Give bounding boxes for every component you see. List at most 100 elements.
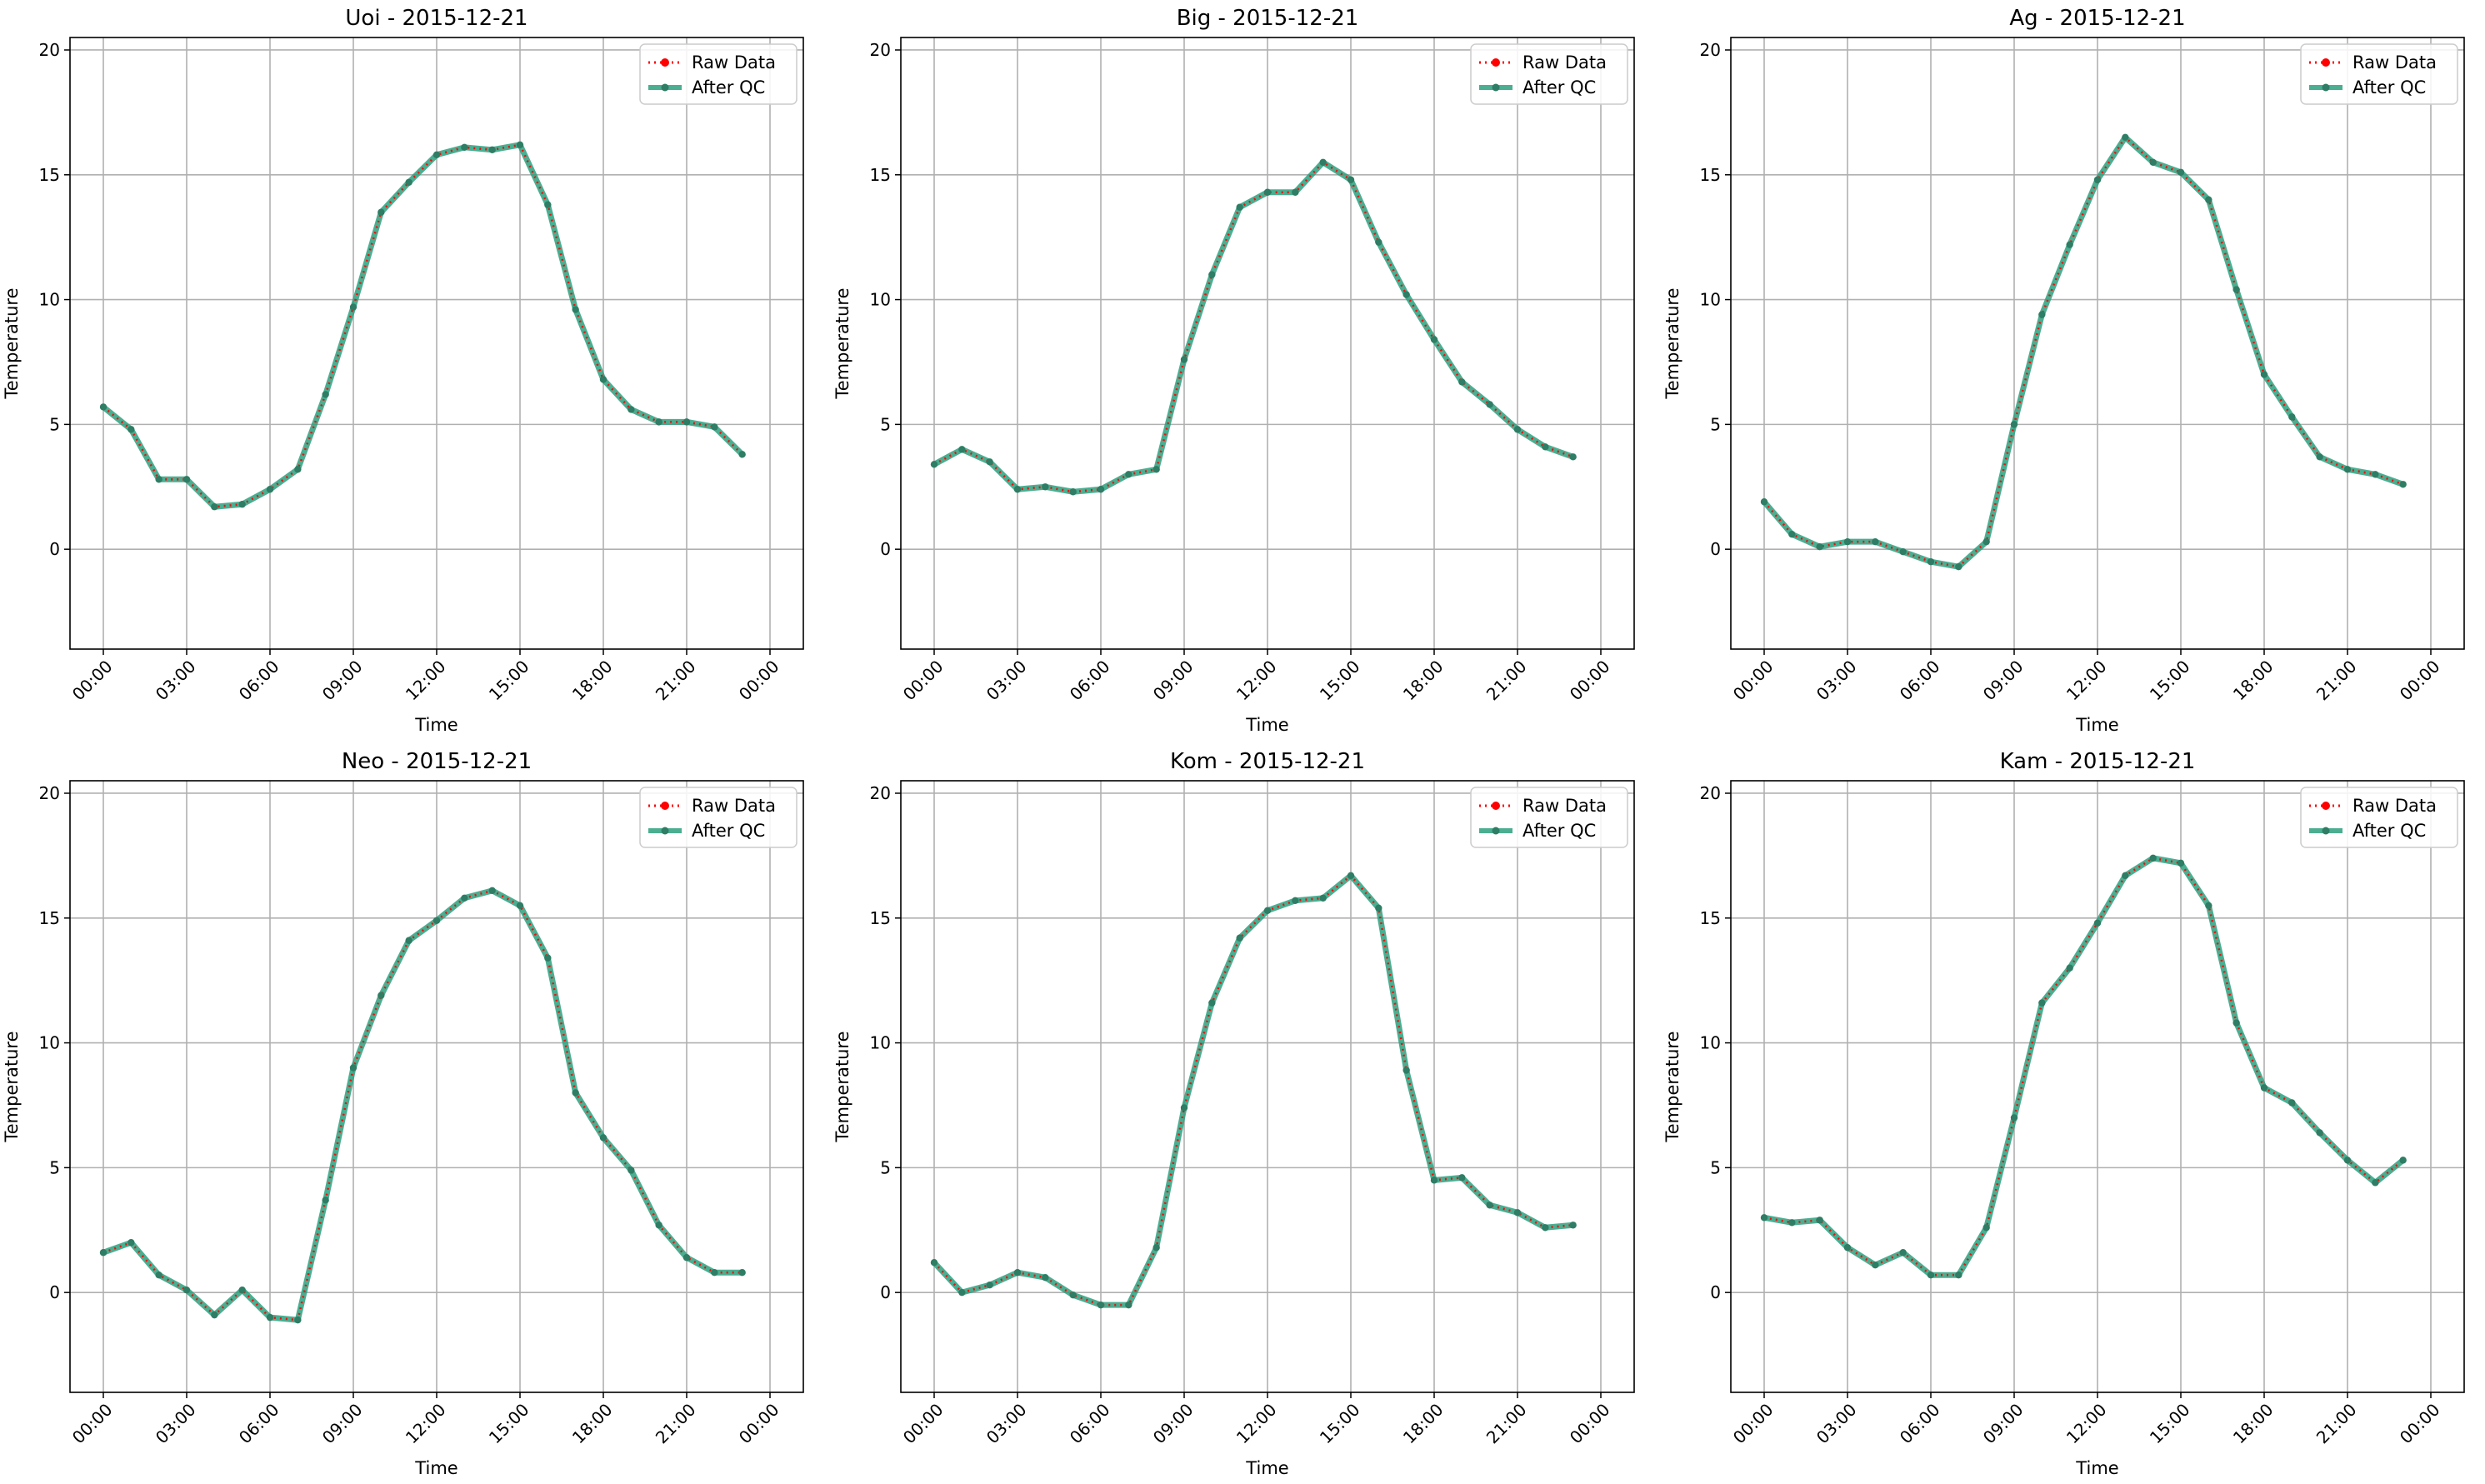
legend-label-after-qc: After QC	[1522, 77, 1596, 97]
data-point	[1069, 1291, 1077, 1299]
data-point	[1927, 1271, 1935, 1279]
data-point	[2177, 168, 2185, 176]
data-point	[1816, 542, 1823, 551]
x-tick-label: 15:00	[1316, 657, 1364, 705]
data-point	[266, 1313, 274, 1322]
legend-marker-raw-data	[2322, 802, 2330, 810]
y-tick-label: 0	[49, 539, 60, 559]
x-tick-label: 15:00	[485, 1400, 533, 1448]
data-point	[349, 303, 358, 311]
data-point	[1955, 562, 1962, 571]
data-point	[1180, 356, 1188, 363]
x-tick-label: 09:00	[1149, 657, 1198, 705]
data-point	[1542, 443, 1549, 451]
x-tick-label: 06:00	[235, 657, 283, 705]
x-tick-label: 12:00	[2062, 1400, 2111, 1448]
y-tick-label: 10	[1700, 290, 1721, 310]
data-point	[405, 178, 412, 186]
data-point	[238, 1286, 246, 1294]
data-point	[1125, 471, 1132, 478]
data-point	[1569, 1222, 1577, 1229]
data-point	[738, 1268, 746, 1277]
x-tick-label: 15:00	[2146, 1400, 2194, 1448]
data-point	[1152, 1244, 1160, 1252]
data-point	[294, 466, 302, 473]
data-point	[322, 1197, 329, 1204]
legend-marker-after-qc	[1492, 827, 1500, 835]
data-point	[1458, 378, 1466, 386]
data-point	[1430, 336, 1438, 343]
data-point	[2010, 1114, 2018, 1122]
data-point	[628, 1167, 635, 1174]
data-point	[1899, 547, 1907, 556]
data-point	[1292, 897, 1299, 905]
series-line-after-qc	[101, 142, 745, 510]
y-tick-label: 20	[39, 40, 60, 60]
x-tick-label: 06:00	[1896, 657, 1944, 705]
x-tick-label: 00:00	[1566, 657, 1614, 705]
data-point	[1180, 1104, 1188, 1112]
data-point	[682, 1254, 691, 1262]
data-point	[1402, 291, 1410, 298]
chart-title: Big - 2015-12-21	[1177, 6, 1359, 31]
data-point	[2205, 902, 2212, 909]
data-point	[2122, 872, 2129, 880]
data-point	[2372, 1179, 2379, 1187]
data-point	[182, 476, 191, 483]
x-tick-label: 15:00	[1316, 1400, 1364, 1448]
data-point	[1513, 426, 1522, 433]
y-tick-label: 15	[39, 165, 60, 185]
x-tick-label: 09:00	[1979, 657, 2028, 705]
data-point	[711, 1268, 718, 1277]
legend-label-after-qc: After QC	[2352, 77, 2426, 97]
x-tick-label: 06:00	[1066, 657, 1114, 705]
data-point	[516, 141, 524, 149]
y-tick-label: 10	[39, 1033, 60, 1053]
data-point	[1982, 537, 1990, 546]
y-tick-label: 0	[880, 539, 891, 559]
subplot-ag: 0 5 10 15 20 00:00 03:00 06:00 09:00 12:00 15:00 18…	[1662, 6, 2465, 735]
series-line-raw-data	[933, 874, 1573, 1307]
data-point	[211, 1311, 218, 1319]
legend-label-raw-data: Raw Data	[1522, 52, 1607, 72]
data-point	[1927, 557, 1935, 566]
y-tick-label: 15	[1700, 165, 1721, 185]
data-point	[155, 476, 162, 483]
y-tick-label: 0	[1710, 539, 1721, 559]
y-tick-label: 0	[49, 1282, 60, 1302]
data-point	[1042, 483, 1049, 491]
legend-marker-after-qc	[661, 827, 669, 835]
y-tick-label: 5	[1710, 1157, 1721, 1177]
y-axis-label: Temperature	[832, 287, 852, 399]
y-axis-label: Temperature	[2, 1031, 22, 1142]
data-point	[1375, 238, 1382, 246]
data-point	[349, 1064, 358, 1072]
data-point	[294, 1316, 302, 1324]
y-tick-label: 10	[870, 1033, 891, 1053]
y-tick-label: 20	[870, 40, 891, 60]
x-tick-label: 00:00	[1566, 1400, 1614, 1448]
data-point	[2149, 158, 2157, 166]
x-tick-label: 18:00	[2229, 657, 2278, 705]
legend-marker-raw-data	[2322, 58, 2330, 67]
data-point	[738, 451, 746, 458]
data-point	[1843, 1244, 1852, 1252]
x-tick-label: 18:00	[2229, 1400, 2278, 1448]
data-point	[1899, 1249, 1907, 1257]
x-tick-label: 12:00	[1232, 1400, 1281, 1448]
data-point	[930, 461, 938, 468]
series-line-after-qc	[1762, 134, 2404, 570]
data-point	[2288, 1099, 2296, 1107]
legend-label-after-qc: After QC	[692, 821, 765, 841]
data-point	[1208, 271, 1216, 278]
legend-marker-after-qc	[2322, 827, 2330, 835]
x-tick-label: 09:00	[1979, 1400, 2028, 1448]
data-point	[1125, 1301, 1132, 1309]
y-tick-label: 10	[870, 290, 891, 310]
x-tick-label: 09:00	[318, 657, 367, 705]
data-point	[238, 501, 246, 508]
data-point	[2205, 196, 2212, 203]
data-point	[2149, 854, 2157, 862]
data-point	[1955, 1271, 1962, 1279]
data-point	[461, 894, 468, 902]
